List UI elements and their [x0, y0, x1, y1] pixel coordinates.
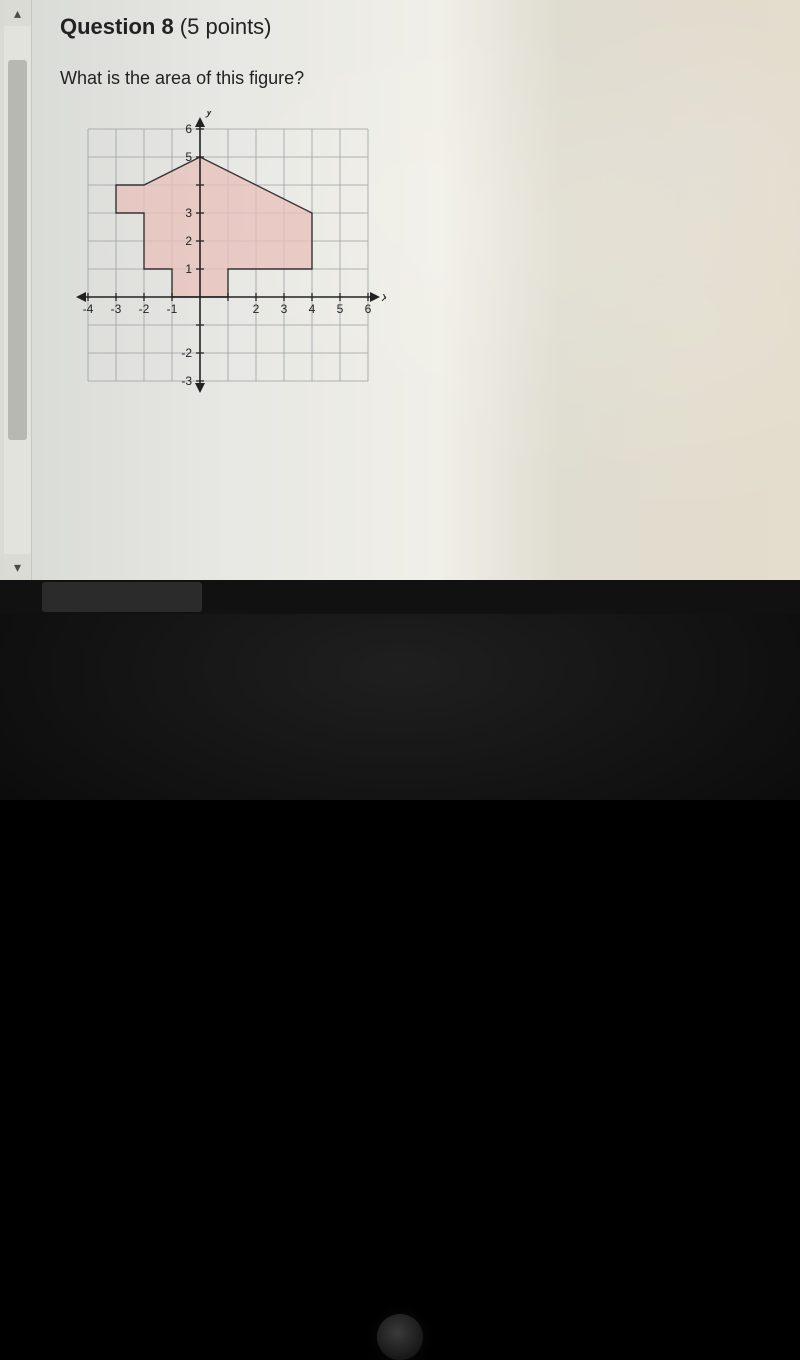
svg-text:y: y — [205, 111, 214, 118]
svg-text:5: 5 — [337, 302, 344, 316]
svg-text:3: 3 — [185, 206, 192, 220]
laptop-bezel — [0, 614, 800, 800]
svg-text:-2: -2 — [139, 302, 150, 316]
question-content: Question 8 (5 points) What is the area o… — [0, 0, 800, 399]
svg-text:3: 3 — [281, 302, 288, 316]
svg-text:-1: -1 — [167, 302, 178, 316]
question-title: Question 8 (5 points) — [60, 14, 800, 40]
question-points: (5 points) — [174, 14, 272, 39]
svg-text:1: 1 — [185, 262, 192, 276]
svg-text:-3: -3 — [181, 374, 192, 388]
screen-area: ▴ ▾ Question 8 (5 points) What is the ar… — [0, 0, 800, 580]
question-label: Question 8 — [60, 14, 174, 39]
svg-text:-2: -2 — [181, 346, 192, 360]
svg-text:-3: -3 — [111, 302, 122, 316]
question-prompt: What is the area of this figure? — [60, 68, 800, 89]
svg-text:-4: -4 — [83, 302, 94, 316]
taskbar-item[interactable] — [42, 582, 202, 612]
svg-text:4: 4 — [309, 302, 316, 316]
svg-text:2: 2 — [185, 234, 192, 248]
svg-text:6: 6 — [185, 122, 192, 136]
svg-text:x: x — [381, 289, 386, 304]
laptop-logo — [377, 1314, 423, 1360]
svg-text:5: 5 — [185, 150, 192, 164]
coordinate-graph: -4-3-2-123456-3-212356xy — [70, 111, 386, 399]
svg-text:6: 6 — [365, 302, 372, 316]
taskbar[interactable] — [0, 580, 800, 614]
svg-text:2: 2 — [253, 302, 260, 316]
graph-container: -4-3-2-123456-3-212356xy — [70, 111, 800, 399]
scroll-down-button[interactable]: ▾ — [4, 554, 31, 580]
